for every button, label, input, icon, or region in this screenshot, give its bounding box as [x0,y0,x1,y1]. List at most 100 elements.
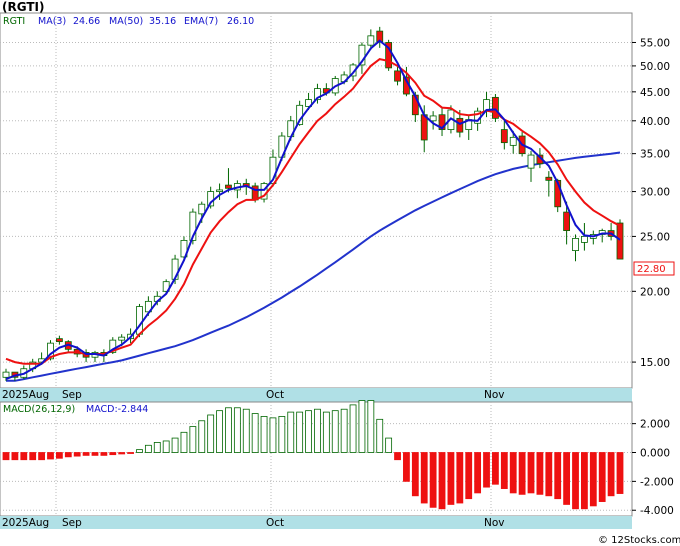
candle-body [136,306,143,335]
price-date-label: Sep [62,389,82,401]
candle-up [527,150,535,182]
macd-bar-negative [527,452,535,494]
macd-bar-negative [456,452,464,504]
candle-body [554,179,562,208]
candle-body [394,70,401,82]
macd-bar-positive [162,440,170,453]
legend-ema7-value: 26.10 [227,16,254,27]
candle-body [198,203,206,215]
candle-up [314,83,321,104]
macd-bar-negative [73,452,81,457]
macd-bar-negative [127,452,134,454]
macd-bar-negative [394,452,401,461]
macd-bar-positive [314,408,321,453]
macd-date-axis-band [0,516,632,529]
macd-bar-negative [82,452,90,456]
macd-bar-positive [216,410,223,453]
macd-bar-positive [180,431,188,453]
macd-date-label: Sep [62,517,82,529]
candle-body [225,184,232,189]
candle-up [572,234,579,262]
macd-bar-positive [207,414,215,453]
candle-down [394,64,401,86]
candle-body [492,96,499,119]
candle-body [563,211,571,231]
macd-bar-negative [518,452,526,495]
candle-up [162,279,170,294]
macd-bar-positive [225,407,232,453]
candle-body [581,236,588,243]
price-tick-label: 30.00 [640,187,670,199]
macd-bar-negative [589,452,597,507]
candle-up [216,183,223,200]
macd-bar-positive [233,407,241,453]
candle-down [563,201,571,245]
macd-bar-positive [305,410,312,453]
macd-bar-negative [429,452,437,508]
legend-ma3-label: MA(3) [38,16,66,27]
macd-bar-positive [269,417,277,453]
macd-bar-negative [411,452,419,497]
macd-bar-negative [20,452,28,461]
candle-body [162,281,170,292]
candle-up [358,42,366,74]
macd-bar-negative [100,452,108,456]
macd-bar-positive [189,426,197,453]
macd-bar-negative [598,452,606,502]
macd-y-axis: 2.000 0.000 -2.000 -4.000 [632,419,674,517]
candle-up [429,111,437,130]
candle-body [358,44,366,66]
candle-down [438,107,446,137]
legend-ma3-value: 24.66 [73,16,100,27]
price-date-label: Oct [266,389,284,401]
candle-up [180,236,188,262]
macd-bar-negative [109,452,117,456]
last-price-tag: 22.80 [637,264,666,275]
legend-ma50-value: 35.16 [149,16,176,27]
macd-bar-negative [483,452,490,488]
macd-bar-negative [545,452,553,497]
macd-bar-positive [198,420,206,453]
candle-body [2,371,10,378]
price-panel [0,12,633,389]
macd-bar-negative [581,452,588,510]
legend-ema7-label: EMA(7) [184,16,218,27]
macd-bar-positive [376,418,384,453]
candle-down [500,120,508,150]
macd-bar-negative [420,452,428,504]
macd-bar-negative [2,452,10,461]
macd-bar-negative [554,452,562,500]
macd-bar-positive [153,442,161,453]
price-tick-label: 40.00 [640,116,670,128]
candle-down [225,168,232,193]
ma3-line [5,39,621,381]
ma50-line [6,151,621,382]
macd-bar-negative [500,452,508,489]
price-date-axis: 2025Aug Sep Oct Nov [2,389,505,401]
candle-body [509,136,517,146]
candle-body [385,42,393,69]
macd-bar-negative [509,452,517,494]
candle-body [305,99,312,107]
price-date-label: 2025Aug [2,389,49,401]
candle-body [55,338,63,343]
macd-bar-positive [287,411,295,453]
macd-tick-label: -2.000 [640,476,674,488]
macd-bar-positive [322,411,330,453]
macd-bar-negative [572,452,579,510]
candle-up [581,223,588,251]
ma50-line-layer [6,151,621,382]
candle-body [527,154,535,169]
macd-bar-positive [278,416,286,453]
candle-body [429,115,437,122]
macd-bar-negative [64,452,72,458]
chart-title: (RGTI) [2,0,45,14]
macd-bar-negative [465,452,473,500]
candle-body [109,339,117,353]
macd-date-axis: 2025Aug Sep Oct Nov [2,517,505,529]
candle-up [509,130,517,154]
macd-bar-negative [607,452,615,497]
ma3-line-layer [5,39,621,381]
macd-bar-positive [367,400,375,453]
